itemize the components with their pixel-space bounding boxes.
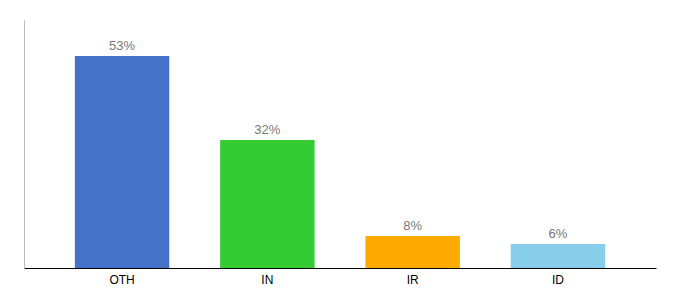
bar <box>220 140 314 268</box>
x-tick: ID <box>552 273 564 287</box>
plot-area: 53% 32% 8% 6% OTH IN IR ID <box>25 21 657 288</box>
bar <box>511 244 605 268</box>
bar <box>365 236 459 268</box>
data-label: 8% <box>403 218 422 233</box>
y-axis <box>24 21 25 269</box>
data-label: 6% <box>549 226 568 241</box>
chart-svg: 53% 32% 8% 6% OTH IN IR ID <box>0 0 680 300</box>
x-tick-label: OTH <box>109 273 134 287</box>
x-tick: IN <box>261 273 273 287</box>
data-label: 53% <box>109 38 135 53</box>
chart-container: 53% 32% 8% 6% OTH IN IR ID <box>0 0 680 300</box>
x-tick-label: IN <box>261 273 273 287</box>
x-axis-line <box>25 268 657 269</box>
data-label: 32% <box>254 122 280 137</box>
x-tick: IR <box>407 273 419 287</box>
bars <box>75 56 605 268</box>
x-axis: OTH IN IR ID <box>25 269 657 288</box>
data-labels: 53% 32% 8% 6% <box>109 38 568 241</box>
y-axis-line <box>24 21 25 269</box>
bar <box>75 56 169 268</box>
x-tick-label: IR <box>407 273 419 287</box>
x-tick: OTH <box>109 273 134 287</box>
x-tick-label: ID <box>552 273 564 287</box>
